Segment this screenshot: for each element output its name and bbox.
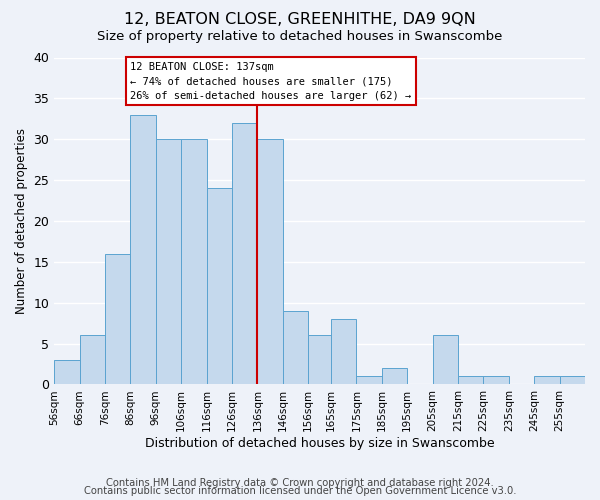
Text: Size of property relative to detached houses in Swanscombe: Size of property relative to detached ho…	[97, 30, 503, 43]
Y-axis label: Number of detached properties: Number of detached properties	[15, 128, 28, 314]
Text: Contains HM Land Registry data © Crown copyright and database right 2024.: Contains HM Land Registry data © Crown c…	[106, 478, 494, 488]
Bar	[534, 376, 560, 384]
Text: Contains public sector information licensed under the Open Government Licence v3: Contains public sector information licen…	[84, 486, 516, 496]
Bar	[257, 139, 283, 384]
Bar	[484, 376, 509, 384]
Bar	[105, 254, 130, 384]
Bar	[283, 311, 308, 384]
Bar	[458, 376, 484, 384]
Bar	[130, 114, 156, 384]
Bar	[382, 368, 407, 384]
Bar	[356, 376, 382, 384]
Text: 12 BEATON CLOSE: 137sqm
← 74% of detached houses are smaller (175)
26% of semi-d: 12 BEATON CLOSE: 137sqm ← 74% of detache…	[130, 62, 412, 101]
Bar	[80, 336, 105, 384]
Bar	[560, 376, 585, 384]
Bar	[433, 336, 458, 384]
Bar	[54, 360, 80, 384]
X-axis label: Distribution of detached houses by size in Swanscombe: Distribution of detached houses by size …	[145, 437, 494, 450]
Bar	[156, 139, 181, 384]
Text: 12, BEATON CLOSE, GREENHITHE, DA9 9QN: 12, BEATON CLOSE, GREENHITHE, DA9 9QN	[124, 12, 476, 28]
Bar	[331, 319, 356, 384]
Bar	[181, 139, 206, 384]
Bar	[232, 123, 257, 384]
Bar	[206, 188, 232, 384]
Bar	[308, 336, 331, 384]
